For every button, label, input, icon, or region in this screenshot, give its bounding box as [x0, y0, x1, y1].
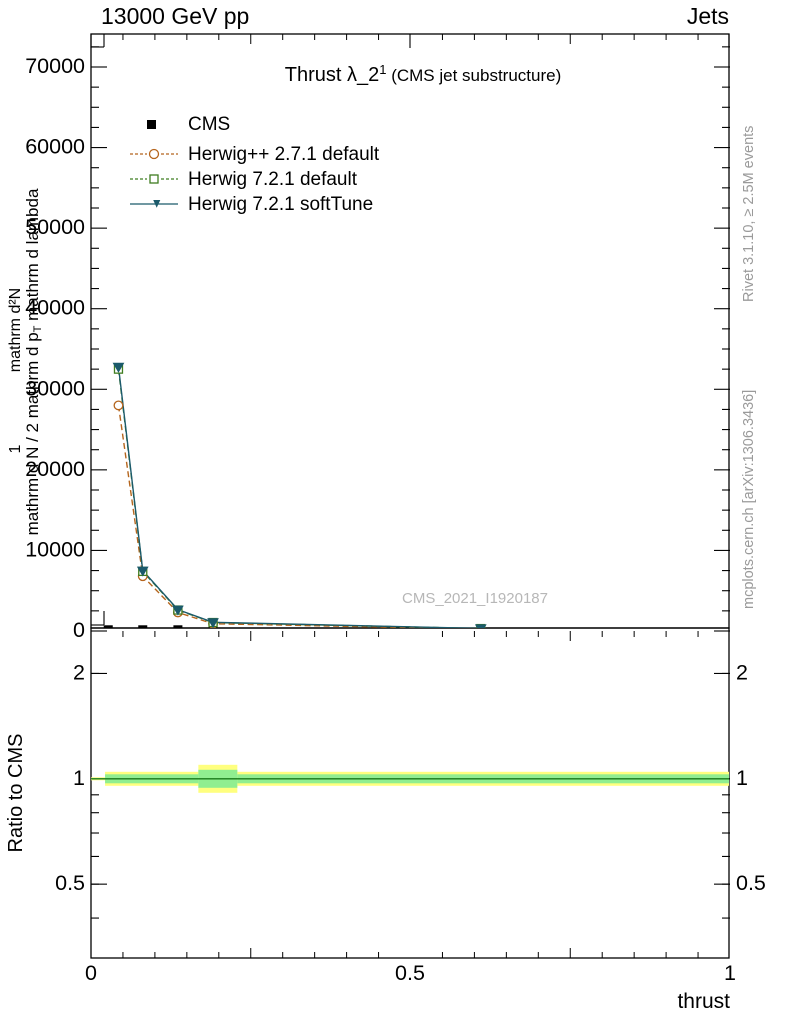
svg-text:Herwig 7.2.1 default: Herwig 7.2.1 default [188, 169, 358, 190]
svg-text:2: 2 [736, 660, 748, 684]
svg-text:1: 1 [736, 766, 748, 790]
svg-text:Rivet 3.1.10, ≥ 2.5M events: Rivet 3.1.10, ≥ 2.5M events [741, 126, 757, 302]
svg-text:CMS_2021_I1920187: CMS_2021_I1920187 [402, 590, 548, 607]
svg-text:0.5: 0.5 [395, 961, 425, 985]
svg-text:0.5: 0.5 [736, 871, 766, 895]
svg-text:10000: 10000 [25, 537, 85, 561]
svg-text:thrust: thrust [677, 990, 730, 1013]
svg-text:0.5: 0.5 [55, 871, 85, 895]
svg-text:1: 1 [724, 961, 736, 985]
svg-text:Thrust λ_21 (CMS jet substruct: Thrust λ_21 (CMS jet substructure) [285, 62, 561, 86]
svg-text:0: 0 [85, 961, 97, 985]
svg-text:13000 GeV pp: 13000 GeV pp [101, 3, 249, 29]
svg-text:0: 0 [73, 618, 85, 642]
svg-text:mathrm d²N: mathrm d²N [7, 288, 24, 372]
svg-text:Ratio to CMS: Ratio to CMS [5, 734, 27, 853]
svg-text:2: 2 [73, 660, 85, 684]
svg-text:70000: 70000 [25, 54, 85, 78]
svg-text:Herwig 7.2.1 softTune: Herwig 7.2.1 softTune [188, 194, 373, 215]
svg-text:mcplots.cern.ch [arXiv:1306.34: mcplots.cern.ch [arXiv:1306.3436] [741, 390, 757, 609]
svg-text:1: 1 [7, 444, 24, 453]
svg-text:1: 1 [73, 766, 85, 790]
svg-text:60000: 60000 [25, 135, 85, 159]
svg-text:CMS: CMS [188, 114, 230, 135]
svg-text:Jets: Jets [687, 3, 729, 29]
svg-text:mathrm d N / 2 mathrm d pT mat: mathrm d N / 2 mathrm d pT mathrm d lamb… [23, 188, 44, 535]
svg-text:Herwig++ 2.7.1 default: Herwig++ 2.7.1 default [188, 144, 380, 165]
